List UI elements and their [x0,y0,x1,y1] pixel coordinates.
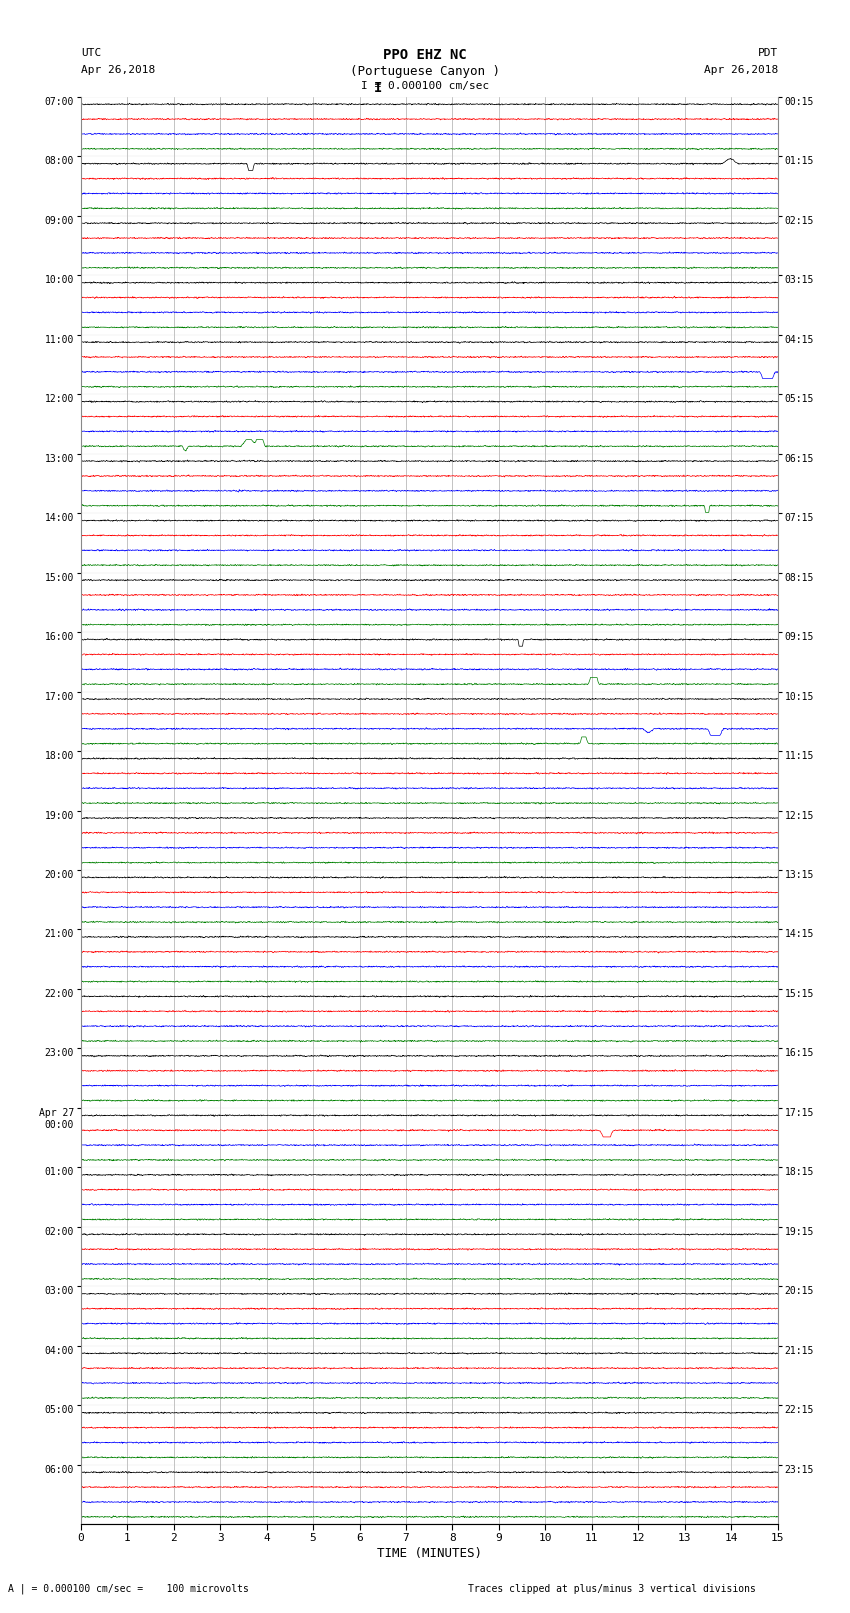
Text: Apr 26,2018: Apr 26,2018 [704,65,778,74]
Text: Traces clipped at plus/minus 3 vertical divisions: Traces clipped at plus/minus 3 vertical … [468,1584,756,1594]
Text: UTC: UTC [81,48,101,58]
Text: I: I [374,81,382,95]
Text: I = 0.000100 cm/sec: I = 0.000100 cm/sec [361,81,489,90]
Text: A | = 0.000100 cm/sec =    100 microvolts: A | = 0.000100 cm/sec = 100 microvolts [8,1582,249,1594]
Text: (Portuguese Canyon ): (Portuguese Canyon ) [350,65,500,77]
Text: PPO EHZ NC: PPO EHZ NC [383,48,467,63]
Text: PDT: PDT [757,48,778,58]
Text: Apr 26,2018: Apr 26,2018 [81,65,155,74]
X-axis label: TIME (MINUTES): TIME (MINUTES) [377,1547,482,1560]
